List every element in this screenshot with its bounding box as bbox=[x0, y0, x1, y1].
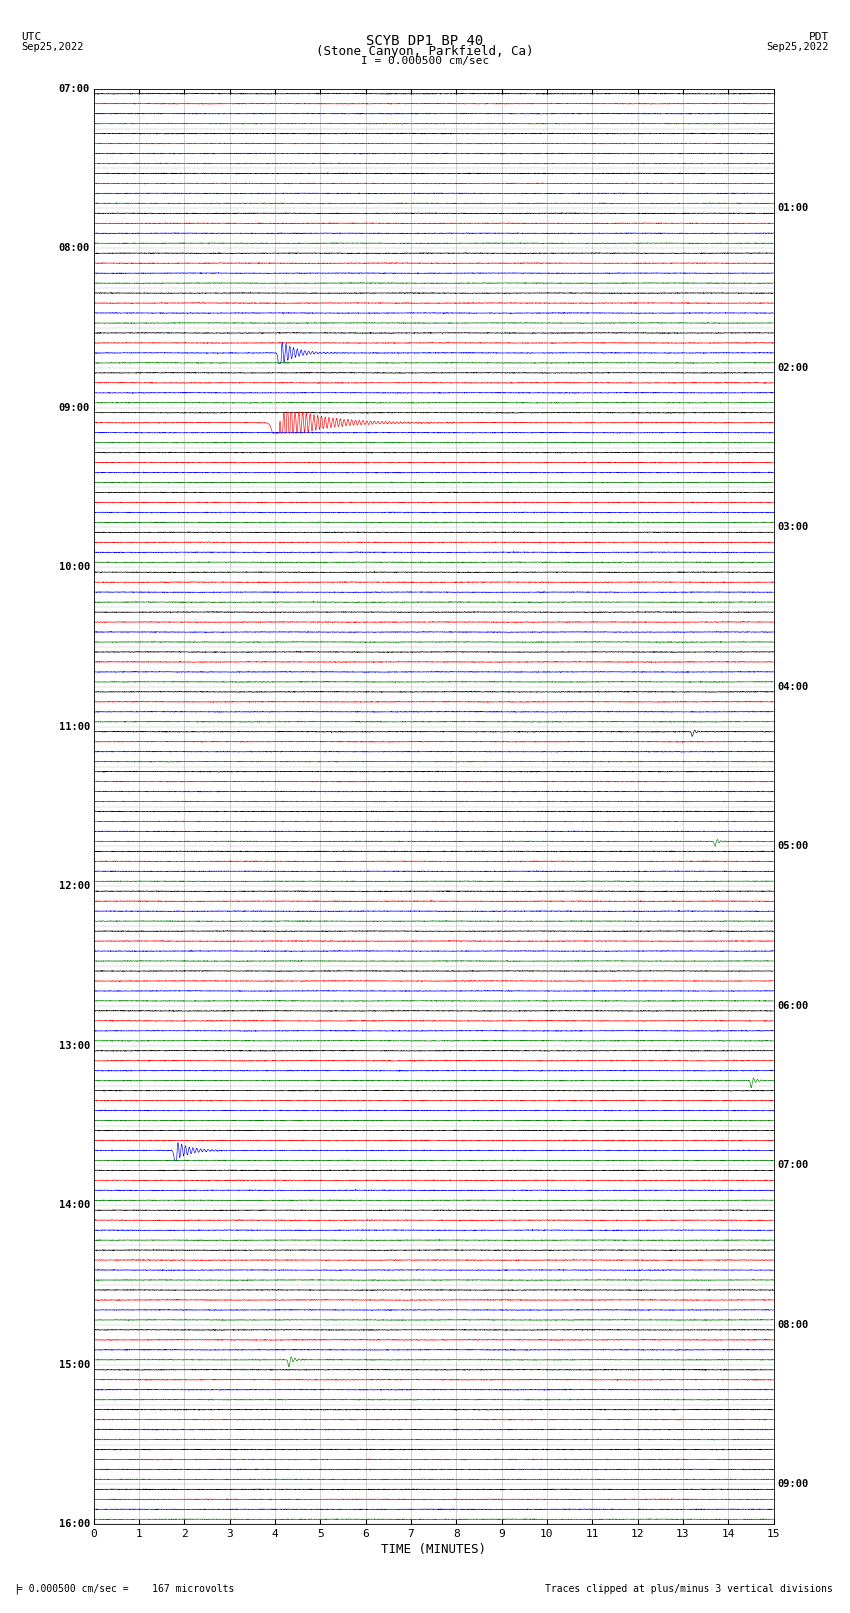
Text: 04:00: 04:00 bbox=[777, 682, 808, 692]
Text: 11:00: 11:00 bbox=[59, 721, 90, 732]
Text: 09:00: 09:00 bbox=[59, 403, 90, 413]
Text: Sep25,2022: Sep25,2022 bbox=[21, 42, 84, 52]
Text: 10:00: 10:00 bbox=[59, 563, 90, 573]
Text: SCYB DP1 BP 40: SCYB DP1 BP 40 bbox=[366, 34, 484, 48]
Text: I = 0.000500 cm/sec: I = 0.000500 cm/sec bbox=[361, 56, 489, 66]
Text: 09:00: 09:00 bbox=[777, 1479, 808, 1489]
Text: Traces clipped at plus/minus 3 vertical divisions: Traces clipped at plus/minus 3 vertical … bbox=[545, 1584, 833, 1594]
Text: 12:00: 12:00 bbox=[59, 881, 90, 892]
Text: 14:00: 14:00 bbox=[59, 1200, 90, 1210]
Text: 08:00: 08:00 bbox=[59, 244, 90, 253]
Text: 15:00: 15:00 bbox=[59, 1360, 90, 1369]
Text: Sep25,2022: Sep25,2022 bbox=[766, 42, 829, 52]
Text: |: | bbox=[13, 1582, 20, 1594]
Text: (Stone Canyon, Parkfield, Ca): (Stone Canyon, Parkfield, Ca) bbox=[316, 45, 534, 58]
Text: 16:00: 16:00 bbox=[59, 1519, 90, 1529]
Text: PDT: PDT bbox=[808, 32, 829, 42]
Text: 08:00: 08:00 bbox=[777, 1319, 808, 1329]
Text: 02:00: 02:00 bbox=[777, 363, 808, 373]
Text: = 0.000500 cm/sec =    167 microvolts: = 0.000500 cm/sec = 167 microvolts bbox=[17, 1584, 235, 1594]
Text: 01:00: 01:00 bbox=[777, 203, 808, 213]
X-axis label: TIME (MINUTES): TIME (MINUTES) bbox=[381, 1544, 486, 1557]
Text: 03:00: 03:00 bbox=[777, 523, 808, 532]
Text: 07:00: 07:00 bbox=[59, 84, 90, 94]
Text: 05:00: 05:00 bbox=[777, 842, 808, 852]
Text: UTC: UTC bbox=[21, 32, 42, 42]
Text: 06:00: 06:00 bbox=[777, 1002, 808, 1011]
Text: 07:00: 07:00 bbox=[777, 1160, 808, 1171]
Text: 13:00: 13:00 bbox=[59, 1040, 90, 1050]
